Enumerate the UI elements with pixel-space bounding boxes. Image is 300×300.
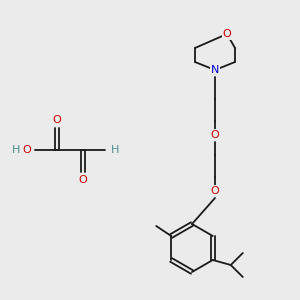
Text: O: O: [211, 130, 219, 140]
Text: O: O: [52, 115, 62, 125]
Text: O: O: [22, 145, 32, 155]
Text: O: O: [223, 29, 231, 39]
Text: O: O: [211, 186, 219, 196]
Text: H: H: [12, 145, 20, 155]
Text: O: O: [79, 175, 87, 185]
Text: N: N: [211, 65, 219, 75]
Text: H: H: [111, 145, 119, 155]
